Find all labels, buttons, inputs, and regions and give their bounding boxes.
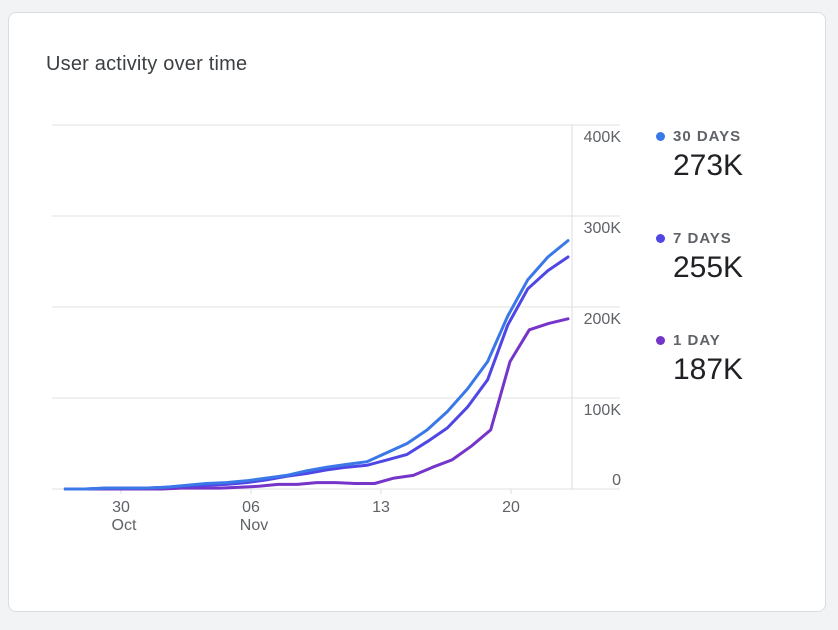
legend-item-30-days[interactable]: 30 DAYS 273K <box>656 128 806 183</box>
legend-value-30-days: 273K <box>673 149 744 182</box>
legend-label-7-days: 7 DAYS <box>673 230 732 247</box>
legend-dot-30-days <box>656 132 665 141</box>
legend-dot-1-day <box>656 336 665 345</box>
legend-value-7-days: 255K <box>673 251 744 284</box>
card-title: User activity over time <box>46 53 248 75</box>
legend-value-1-day: 187K <box>673 353 744 386</box>
legend-label-1-day: 1 DAY <box>673 332 721 349</box>
legend-dot-7-days <box>656 234 665 243</box>
user-activity-card: User activity over time <box>8 12 826 612</box>
legend-label-30-days: 30 DAYS <box>673 128 742 145</box>
legend-item-7-days[interactable]: 7 DAYS 255K <box>656 230 806 285</box>
legend-item-1-day[interactable]: 1 DAY 187K <box>656 332 806 387</box>
